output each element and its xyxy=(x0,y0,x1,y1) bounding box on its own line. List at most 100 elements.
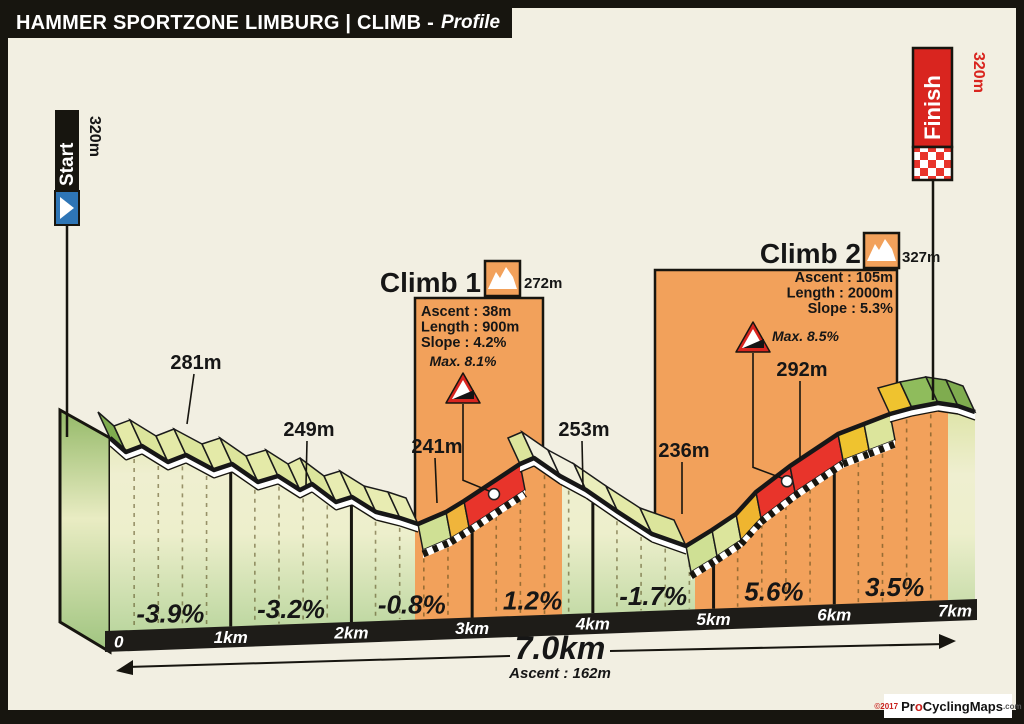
km-tick-label: 5km xyxy=(697,610,731,629)
band-trim-edge xyxy=(141,453,169,471)
km-tick-label: 2km xyxy=(333,623,368,642)
credit-brand-pro: Pr xyxy=(901,698,915,714)
gradient-label: 3.5% xyxy=(865,572,924,602)
climb-1-title: Climb 1 xyxy=(380,267,481,298)
climb-1-stat: Ascent : 38m xyxy=(421,304,511,320)
gradient-label: -3.2% xyxy=(257,594,325,624)
climb-under-region-1 xyxy=(415,458,562,625)
band-trim-edge xyxy=(299,491,313,499)
band-dotted-trim xyxy=(467,491,527,534)
km-tick-label: 3km xyxy=(455,619,489,638)
gradient-label: -1.7% xyxy=(619,581,687,611)
total-distance-label: 7.0km xyxy=(515,630,606,666)
start-play-icon xyxy=(60,197,74,219)
elevation-label: 249m xyxy=(283,419,334,441)
start-marker: Start 320m xyxy=(54,110,103,437)
band-trim-edge xyxy=(185,462,215,479)
gradient-label: -3.9% xyxy=(136,599,204,629)
steep-grade-warning-icon xyxy=(735,321,771,353)
band-dotted-trim xyxy=(738,519,764,547)
gradient-label: -0.8% xyxy=(378,590,446,620)
finish-marker: Finish 320m xyxy=(911,46,987,400)
page-title: HAMMER SPORTZONE LIMBURG | CLIMB xyxy=(16,11,422,34)
elevation-callout-line xyxy=(305,440,308,486)
start-flag-top xyxy=(55,110,79,191)
climb-1-stat: Slope : 4.2% xyxy=(421,335,507,351)
band-trim-edge xyxy=(167,462,187,471)
climb-2-title: Climb 2 xyxy=(760,238,861,269)
credit-brand-rest: CyclingMaps xyxy=(922,698,1003,714)
elevation-label: 236m xyxy=(658,440,709,462)
km-tick-label: 6km xyxy=(817,606,851,625)
band-trim-edge xyxy=(617,519,653,543)
band-dotted-trim xyxy=(421,538,453,558)
band-dotted-trim xyxy=(793,461,845,499)
gradient-label: 5.6% xyxy=(744,576,803,606)
elevation-label: 253m xyxy=(558,419,609,441)
band-trim-edge xyxy=(277,483,301,499)
band-trim-edge xyxy=(231,471,259,491)
band-trim-edge xyxy=(109,445,127,461)
band-trim-edge xyxy=(125,453,143,461)
finish-checkered-flag-icon xyxy=(911,145,954,182)
elevation-ridge-line xyxy=(108,400,976,549)
page-title-dash: - xyxy=(421,11,434,34)
elevation-label: 241m xyxy=(411,436,462,458)
band-trim-edge xyxy=(213,471,233,479)
band-dotted-trim xyxy=(449,528,471,545)
credit-brand-tld: .com xyxy=(1002,701,1022,711)
start-elevation-label: 320m xyxy=(86,116,103,157)
max-gradient-point xyxy=(487,487,501,501)
elevation-callout-line xyxy=(581,440,584,487)
finish-elevation-label: 320m xyxy=(970,52,987,93)
arrowhead-right xyxy=(939,634,956,649)
climb-1-summit-label: 272m xyxy=(524,275,562,292)
title-bar: HAMMER SPORTZONE LIMBURG | CLIMB - Profi… xyxy=(8,8,513,38)
arrowhead-left xyxy=(116,660,133,675)
climb-1-stat: Length : 900m xyxy=(421,320,519,336)
band-trim-edge xyxy=(257,483,279,491)
mountain-icon xyxy=(862,231,901,270)
band-trim-edge xyxy=(533,465,561,485)
km-tick-label: 4km xyxy=(575,615,610,634)
finish-label: Finish xyxy=(920,75,945,140)
km-tick-label: 0 xyxy=(114,632,124,651)
climb-1-max-gradient-label: Max. 8.1% xyxy=(430,353,497,369)
band-trim-edge xyxy=(651,541,687,555)
start-label: Start xyxy=(57,142,78,186)
band-trim-edge xyxy=(335,504,353,511)
band-trim-edge xyxy=(375,519,401,527)
band-trim-edge xyxy=(311,491,337,511)
steep-grade-warning-icon xyxy=(445,372,481,404)
climb-2-stat: Slope : 5.3% xyxy=(808,301,894,317)
mountain-icon xyxy=(483,259,522,298)
band-dotted-trim xyxy=(758,493,798,525)
band-trim-edge xyxy=(519,465,535,473)
elevation-callout-line xyxy=(186,373,195,425)
band-trim-edge xyxy=(911,410,939,417)
total-distance-arrow xyxy=(116,634,956,675)
watermark-credit: ©2017 Pr o CyclingMaps .com xyxy=(874,694,1022,718)
band-dotted-trim xyxy=(841,450,871,468)
band-trim-edge xyxy=(889,415,913,423)
profile-left-wall xyxy=(58,407,112,655)
distance-axis-bar xyxy=(105,598,977,652)
climb-2-stat: Length : 2000m xyxy=(787,286,893,302)
climb-2-summit-label: 327m xyxy=(902,249,940,266)
band-trim-edge xyxy=(957,413,976,421)
band-trim-edge xyxy=(585,497,619,521)
max-gradient-point xyxy=(780,475,794,488)
band-dotted-trim xyxy=(867,440,897,458)
gradient-label: 1.2% xyxy=(503,585,562,615)
climb-under-region-2 xyxy=(695,403,948,615)
band-dotted-trim xyxy=(689,557,719,579)
km-tick-label: 1km xyxy=(214,628,248,647)
elevation-label: 281m xyxy=(170,352,221,374)
climb-2-max-gradient-label: Max. 8.5% xyxy=(772,328,839,344)
band-trim-edge xyxy=(937,410,959,415)
credit-year: ©2017 xyxy=(874,701,899,711)
climb-2-stat: Ascent : 105m xyxy=(795,270,893,286)
total-ascent-label: Ascent : 162m xyxy=(508,665,611,682)
